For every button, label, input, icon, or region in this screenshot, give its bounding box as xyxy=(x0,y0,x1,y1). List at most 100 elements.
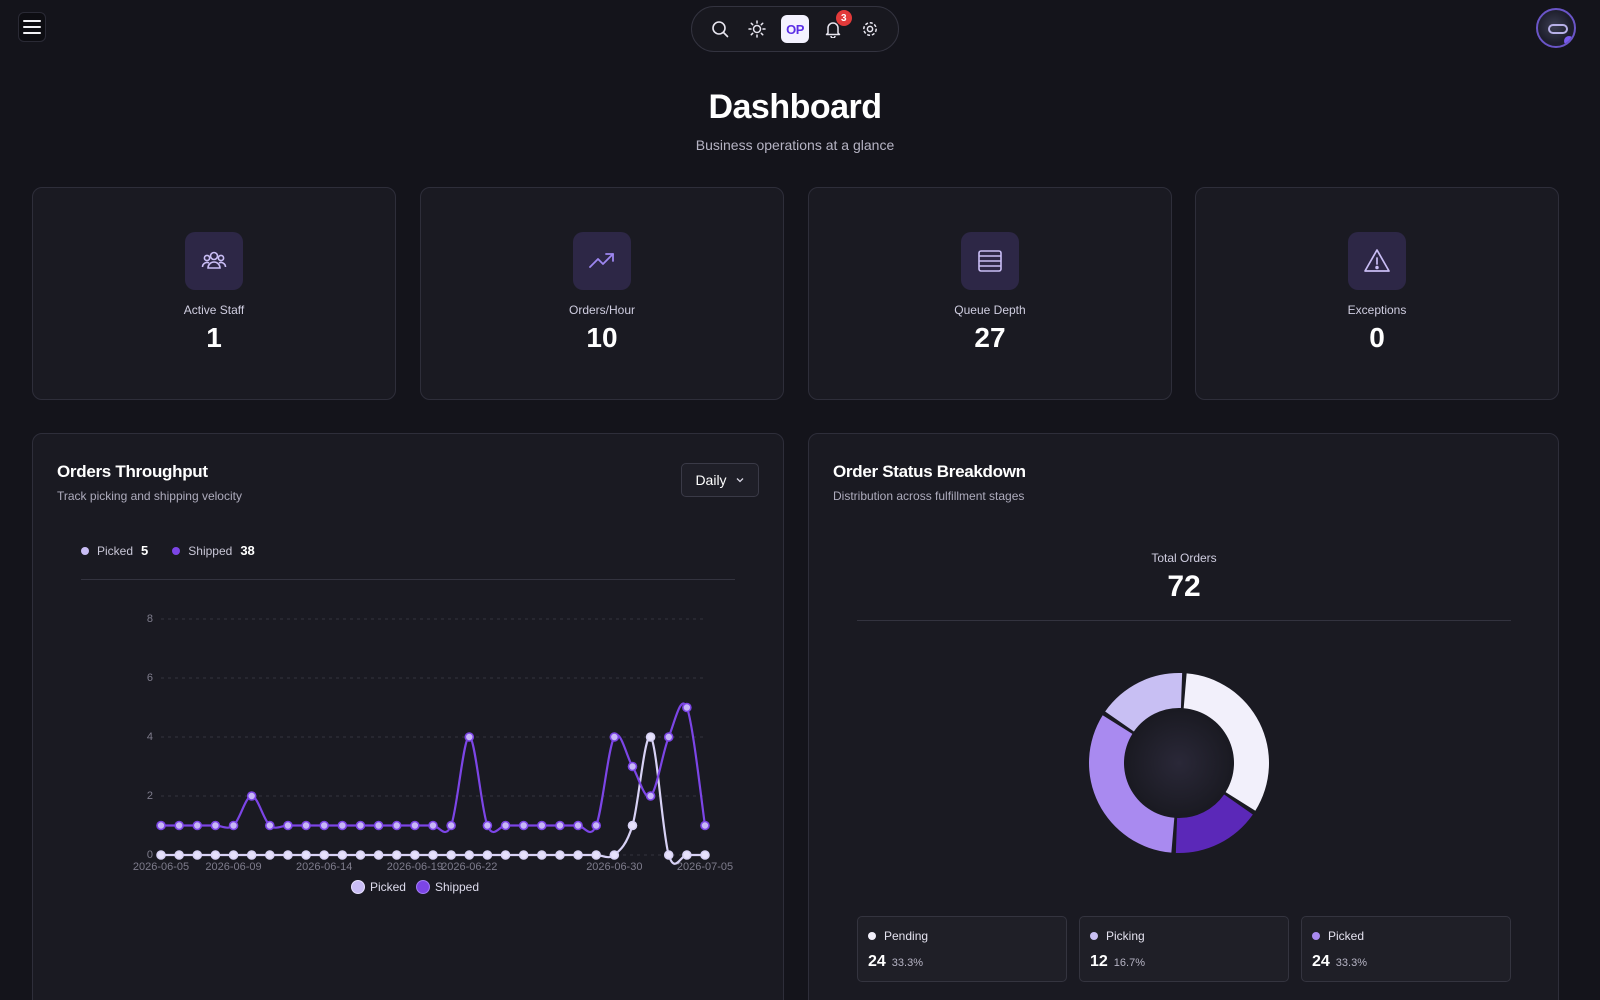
data-point-picked[interactable] xyxy=(246,850,257,860)
data-point-picked[interactable] xyxy=(645,732,656,742)
range-dropdown[interactable]: Daily xyxy=(681,463,759,497)
data-point-picked[interactable] xyxy=(663,850,674,860)
data-point-shipped[interactable] xyxy=(500,820,511,831)
app-logo[interactable]: OP xyxy=(780,15,809,43)
donut-slice-shipped[interactable] xyxy=(1175,794,1253,853)
donut-hole xyxy=(1126,710,1232,816)
data-point-shipped[interactable] xyxy=(573,820,583,831)
data-point-shipped[interactable] xyxy=(518,820,529,831)
menu-button[interactable] xyxy=(18,12,46,42)
data-point-shipped[interactable] xyxy=(301,820,311,831)
data-point-shipped[interactable] xyxy=(246,791,257,801)
data-point-shipped[interactable] xyxy=(446,820,456,831)
summary-picked: Picked 5 xyxy=(81,543,148,558)
throughput-subtitle: Track picking and shipping velocity xyxy=(57,489,242,503)
status-dot xyxy=(1312,932,1320,940)
data-point-shipped[interactable] xyxy=(682,702,692,713)
status-label: Picked xyxy=(1328,929,1365,943)
data-point-picked[interactable] xyxy=(573,850,583,860)
status-dot xyxy=(1090,932,1098,940)
data-point-picked[interactable] xyxy=(265,850,275,860)
gear-icon[interactable] xyxy=(857,16,883,42)
page-title: Dashboard xyxy=(708,88,882,126)
y-tick-label: 4 xyxy=(147,731,153,743)
data-point-picked[interactable] xyxy=(555,850,565,860)
data-point-shipped[interactable] xyxy=(355,820,366,831)
bell-icon[interactable]: 3 xyxy=(820,10,852,42)
data-point-picked[interactable] xyxy=(536,850,547,860)
data-point-picked[interactable] xyxy=(518,850,529,860)
sun-icon[interactable] xyxy=(744,16,770,42)
data-point-shipped[interactable] xyxy=(283,820,293,831)
data-point-shipped[interactable] xyxy=(700,820,710,831)
kpi-value: 0 xyxy=(1369,322,1385,353)
legend-swatch-picked xyxy=(350,880,365,894)
data-point-shipped[interactable] xyxy=(210,820,221,831)
data-point-shipped[interactable] xyxy=(337,820,348,831)
data-point-shipped[interactable] xyxy=(319,820,330,831)
data-point-shipped[interactable] xyxy=(391,820,402,831)
data-point-picked[interactable] xyxy=(283,850,293,860)
kpi-value: 27 xyxy=(974,322,1006,353)
data-point-picked[interactable] xyxy=(174,850,184,860)
donut-slice-pending[interactable] xyxy=(1183,673,1269,811)
y-tick-label: 6 xyxy=(147,672,153,684)
data-point-shipped[interactable] xyxy=(609,732,620,742)
shipped-dot xyxy=(172,546,181,555)
avatar[interactable] xyxy=(1536,8,1576,48)
data-point-picked[interactable] xyxy=(500,850,511,860)
menu-line xyxy=(23,20,41,22)
legend-item-picked[interactable]: Picked xyxy=(350,880,406,894)
x-tick-label: 2026-06-19 xyxy=(387,861,443,873)
data-point-picked[interactable] xyxy=(355,850,366,860)
data-point-shipped[interactable] xyxy=(645,791,656,801)
data-point-shipped[interactable] xyxy=(555,820,565,831)
data-point-shipped[interactable] xyxy=(192,820,203,831)
kpi-label: Orders/Hour xyxy=(568,303,636,317)
data-point-shipped[interactable] xyxy=(482,820,493,831)
kpi-label: Exceptions xyxy=(1347,303,1407,317)
data-point-shipped[interactable] xyxy=(428,820,438,831)
data-point-picked[interactable] xyxy=(301,850,311,860)
data-point-picked[interactable] xyxy=(210,850,221,860)
data-point-shipped[interactable] xyxy=(591,820,602,831)
data-point-shipped[interactable] xyxy=(663,732,674,742)
data-point-shipped[interactable] xyxy=(174,820,184,831)
data-point-picked[interactable] xyxy=(337,850,348,860)
data-point-picked[interactable] xyxy=(319,850,330,860)
data-point-shipped[interactable] xyxy=(410,820,420,831)
data-point-picked[interactable] xyxy=(482,850,493,860)
legend-label: Picked xyxy=(369,880,406,894)
data-point-picked[interactable] xyxy=(700,850,710,860)
data-point-picked[interactable] xyxy=(591,850,602,860)
data-point-shipped[interactable] xyxy=(228,820,239,831)
data-point-picked[interactable] xyxy=(228,850,239,860)
status-card-picking: Picking 12 16.7% xyxy=(1079,916,1289,982)
throughput-summary: Picked 5 Shipped 38 xyxy=(81,543,255,558)
data-point-picked[interactable] xyxy=(682,850,692,860)
data-point-picked[interactable] xyxy=(373,850,384,860)
data-point-picked[interactable] xyxy=(391,850,402,860)
search-icon[interactable] xyxy=(707,16,733,42)
data-point-picked[interactable] xyxy=(410,850,420,860)
data-point-shipped[interactable] xyxy=(156,820,166,831)
donut-slice-picked[interactable] xyxy=(1089,715,1175,853)
data-point-shipped[interactable] xyxy=(265,820,275,831)
donut-slice-picking[interactable] xyxy=(1105,673,1183,732)
data-point-picked[interactable] xyxy=(446,850,456,860)
status-card-picked: Picked 24 33.3% xyxy=(1301,916,1511,982)
data-point-picked[interactable] xyxy=(627,820,638,831)
legend-item-shipped[interactable]: Shipped xyxy=(415,880,479,894)
data-point-shipped[interactable] xyxy=(536,820,547,831)
data-point-picked[interactable] xyxy=(428,850,438,860)
picked-dot xyxy=(81,546,89,555)
divider xyxy=(81,579,735,580)
data-point-picked[interactable] xyxy=(464,850,475,860)
data-point-picked[interactable] xyxy=(192,850,203,860)
data-point-shipped[interactable] xyxy=(627,761,638,772)
data-point-picked[interactable] xyxy=(609,850,620,860)
data-point-shipped[interactable] xyxy=(464,732,475,742)
series-line-shipped xyxy=(161,702,707,834)
data-point-picked[interactable] xyxy=(156,850,166,860)
data-point-shipped[interactable] xyxy=(373,820,384,831)
